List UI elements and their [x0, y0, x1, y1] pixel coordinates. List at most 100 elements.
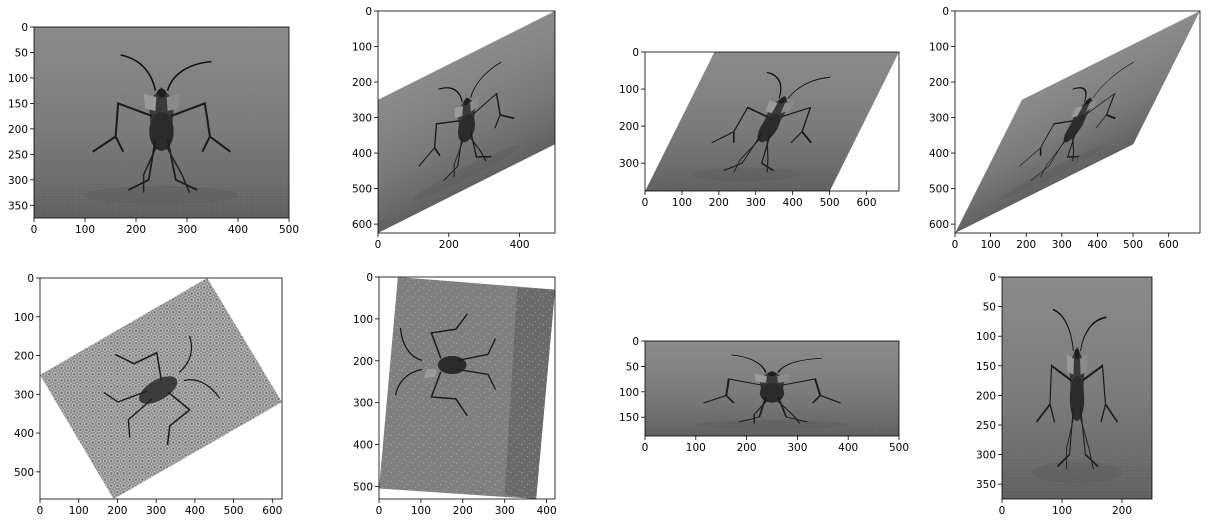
- x-tick-label: 600: [262, 505, 282, 517]
- y-tick-label: 100: [976, 331, 996, 343]
- panel-squashed-horizontal: 0 100 200 0 50 100 150 200 250 300 350: [976, 272, 1153, 517]
- x-tick-label: 300: [787, 442, 807, 454]
- x-tick-label: 0: [999, 505, 1006, 517]
- y-tick-label: 200: [14, 351, 34, 363]
- y-tick-label: 600: [352, 219, 372, 231]
- x-tick-label: 0: [375, 239, 382, 251]
- y-tick-label: 150: [976, 361, 996, 373]
- x-tick-label: 400: [228, 224, 248, 236]
- y-tick-label: 300: [929, 113, 949, 125]
- y-tick-label: 300: [619, 158, 639, 170]
- rotated-noise-image: [40, 278, 282, 499]
- y-tick-label: 300: [352, 113, 372, 125]
- y-tick-label: 0: [366, 272, 373, 284]
- x-tick-label: 300: [1052, 239, 1072, 251]
- x-tick-label: 100: [411, 505, 431, 517]
- y-tick-label: 300: [8, 175, 28, 187]
- x-tick-label: 300: [495, 505, 515, 517]
- x-tick-label: 400: [537, 505, 557, 517]
- y-tick-label: 0: [989, 272, 996, 284]
- x-tick-label: 100: [672, 197, 692, 209]
- x-tick-label: 0: [376, 505, 383, 517]
- x-tick-label: 500: [279, 224, 299, 236]
- squashed-vertical-image: [645, 341, 899, 436]
- y-tick-label: 100: [353, 314, 373, 326]
- y-tick-label: 600: [929, 219, 949, 231]
- x-tick-label: 100: [69, 505, 89, 517]
- y-tick-label: 400: [353, 440, 373, 452]
- x-tick-label: 200: [453, 505, 473, 517]
- shear-vertical-image: [378, 11, 555, 233]
- y-tick-label: 100: [8, 73, 28, 85]
- y-tick-label: 350: [8, 200, 28, 212]
- panel-rotated-speckle: 0 100 200 300 400 0 100 200 300 400 500: [353, 272, 557, 517]
- y-tick-label: 100: [619, 387, 639, 399]
- x-tick-label: 200: [126, 224, 146, 236]
- x-tick-label: 100: [686, 442, 706, 454]
- panel-rotated-noise-pattern: 0 100 200 300 400 500 600 0 100 200 300 400 500: [14, 273, 283, 517]
- y-tick-label: 0: [27, 273, 34, 285]
- x-tick-label: 0: [642, 197, 649, 209]
- shear-horizontal-image: [645, 52, 899, 191]
- x-tick-label: 500: [889, 442, 909, 454]
- x-tick-label: 400: [1087, 239, 1107, 251]
- y-tick-label: 150: [619, 412, 639, 424]
- y-tick-label: 50: [626, 361, 639, 373]
- x-tick-label: 600: [856, 197, 876, 209]
- squashed-horizontal-image: [1002, 277, 1152, 499]
- y-tick-label: 300: [976, 450, 996, 462]
- y-tick-label: 250: [8, 149, 28, 161]
- x-tick-label: 400: [783, 197, 803, 209]
- x-tick-label: 500: [224, 505, 244, 517]
- y-tick-label: 500: [352, 184, 372, 196]
- y-tick-label: 400: [352, 148, 372, 160]
- x-tick-label: 200: [107, 505, 127, 517]
- x-tick-label: 400: [185, 505, 205, 517]
- x-tick-label: 0: [31, 224, 38, 236]
- panel-shear-vertical: 0 200 400 0 100 200 300 400 500 600: [352, 6, 556, 251]
- x-tick-label: 500: [820, 197, 840, 209]
- panel-squashed-vertical: 0 100 200 300 400 500 0 50 100 150: [619, 336, 909, 454]
- y-tick-label: 150: [8, 98, 28, 110]
- y-tick-label: 100: [352, 42, 372, 54]
- y-tick-label: 200: [352, 77, 372, 89]
- x-tick-label: 200: [709, 197, 729, 209]
- y-tick-label: 200: [8, 124, 28, 136]
- x-tick-label: 400: [510, 239, 530, 251]
- shear-both-image: [955, 11, 1200, 233]
- y-tick-label: 500: [14, 467, 34, 479]
- y-tick-label: 500: [929, 184, 949, 196]
- rotated-speckle-image: [379, 277, 555, 499]
- y-tick-label: 0: [632, 47, 639, 59]
- y-tick-label: 100: [619, 84, 639, 96]
- x-tick-label: 100: [75, 224, 95, 236]
- y-tick-label: 350: [976, 479, 996, 491]
- y-tick-label: 50: [983, 302, 996, 314]
- x-tick-label: 300: [746, 197, 766, 209]
- y-tick-label: 250: [976, 420, 996, 432]
- y-tick-label: 100: [14, 312, 34, 324]
- y-tick-label: 100: [929, 42, 949, 54]
- x-tick-label: 100: [1052, 505, 1072, 517]
- y-tick-label: 200: [619, 121, 639, 133]
- x-tick-label: 0: [952, 239, 959, 251]
- y-tick-label: 200: [353, 356, 373, 368]
- original-image: [34, 27, 289, 218]
- x-tick-label: 500: [1123, 239, 1143, 251]
- y-tick-label: 200: [976, 390, 996, 402]
- y-tick-label: 300: [14, 389, 34, 401]
- y-tick-label: 200: [929, 77, 949, 89]
- x-tick-label: 400: [838, 442, 858, 454]
- y-tick-label: 0: [21, 22, 28, 34]
- y-tick-label: 50: [15, 47, 28, 59]
- y-tick-label: 400: [14, 428, 34, 440]
- y-tick-label: 500: [353, 481, 373, 493]
- x-tick-label: 200: [1112, 505, 1132, 517]
- panel-original: 0 100 200 300 400 500 0 50 100 150 200 250 300 350: [8, 22, 299, 236]
- x-tick-label: 300: [146, 505, 166, 517]
- y-tick-label: 0: [365, 6, 372, 18]
- y-tick-label: 300: [353, 398, 373, 410]
- x-tick-label: 100: [981, 239, 1001, 251]
